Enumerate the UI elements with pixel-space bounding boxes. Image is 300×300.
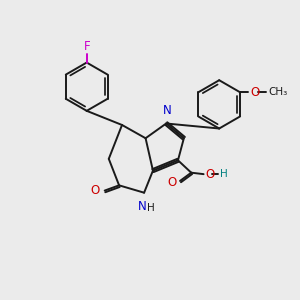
Text: N: N <box>163 104 172 117</box>
Text: CH₃: CH₃ <box>268 87 287 97</box>
Text: H: H <box>147 203 154 213</box>
Text: O: O <box>167 176 176 189</box>
Text: O: O <box>206 168 214 181</box>
Text: N: N <box>138 200 147 213</box>
Text: O: O <box>90 184 99 197</box>
Text: F: F <box>83 40 90 53</box>
Text: H: H <box>220 169 228 179</box>
Text: O: O <box>250 86 260 99</box>
